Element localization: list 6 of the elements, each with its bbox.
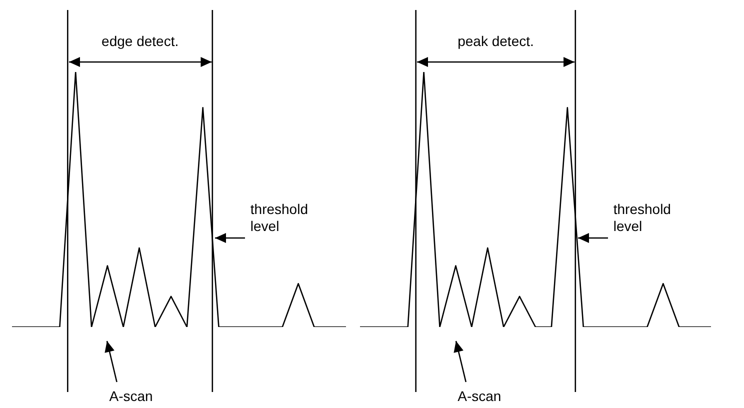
annotation: threshold level: [250, 200, 309, 235]
text: A-scan: [109, 388, 153, 405]
annotation: threshold level: [613, 200, 672, 235]
text: peak detect.: [458, 33, 534, 50]
text: A-scan: [458, 388, 502, 405]
text: edge detect.: [102, 33, 179, 50]
